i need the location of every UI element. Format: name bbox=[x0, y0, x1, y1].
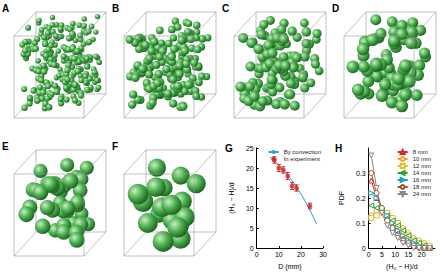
svg-text:0: 0 bbox=[255, 251, 259, 258]
svg-text:B: B bbox=[112, 3, 119, 14]
svg-text:24 mm: 24 mm bbox=[413, 191, 431, 197]
svg-text:16 mm: 16 mm bbox=[413, 177, 431, 183]
svg-text:25: 25 bbox=[246, 145, 254, 152]
svg-text:0.2: 0.2 bbox=[356, 195, 366, 202]
svg-text:H: H bbox=[335, 143, 342, 154]
svg-text:F: F bbox=[112, 141, 118, 152]
svg-text:8 mm: 8 mm bbox=[413, 149, 428, 155]
svg-text:10: 10 bbox=[275, 251, 283, 258]
svg-text:30: 30 bbox=[319, 251, 327, 258]
svg-text:0: 0 bbox=[250, 245, 254, 252]
svg-text:20: 20 bbox=[246, 165, 254, 172]
svg-text:0: 0 bbox=[362, 245, 366, 252]
svg-text:By convection: By convection bbox=[284, 149, 321, 155]
svg-text:12 mm: 12 mm bbox=[413, 163, 431, 169]
svg-text:10: 10 bbox=[391, 251, 399, 258]
svg-text:A: A bbox=[2, 3, 9, 14]
svg-text:(H₀ − H)/d: (H₀ − H)/d bbox=[228, 182, 236, 214]
svg-text:In experiment: In experiment bbox=[284, 156, 321, 162]
svg-text:18 mm: 18 mm bbox=[413, 184, 431, 190]
svg-text:D: D bbox=[332, 3, 339, 14]
svg-text:20: 20 bbox=[418, 251, 426, 258]
svg-text:5: 5 bbox=[250, 225, 254, 232]
svg-text:G: G bbox=[225, 143, 233, 154]
svg-text:0: 0 bbox=[367, 251, 371, 258]
svg-text:PDF: PDF bbox=[338, 191, 345, 205]
svg-text:(H₀ − H)/d: (H₀ − H)/d bbox=[386, 263, 418, 271]
svg-text:E: E bbox=[2, 141, 9, 152]
svg-text:15: 15 bbox=[405, 251, 413, 258]
svg-text:0.1: 0.1 bbox=[356, 220, 366, 227]
svg-text:10 mm: 10 mm bbox=[413, 156, 431, 162]
svg-text:C: C bbox=[222, 3, 229, 14]
svg-text:D (mm): D (mm) bbox=[278, 263, 301, 271]
svg-text:14 mm: 14 mm bbox=[413, 170, 431, 176]
svg-text:10: 10 bbox=[246, 205, 254, 212]
svg-text:15: 15 bbox=[246, 185, 254, 192]
svg-text:0.3: 0.3 bbox=[356, 170, 366, 177]
svg-text:5: 5 bbox=[380, 251, 384, 258]
svg-text:20: 20 bbox=[297, 251, 305, 258]
